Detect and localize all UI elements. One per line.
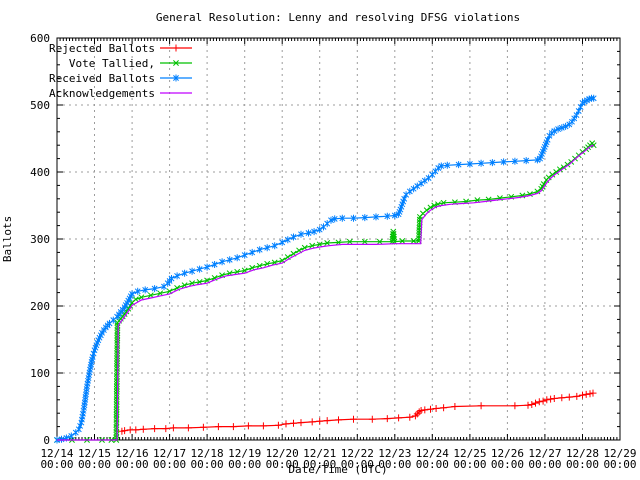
x-tick-date-label: 12/29 [603, 447, 636, 460]
x-tick-date-label: 12/27 [528, 447, 561, 460]
y-tick-label: 0 [43, 434, 50, 447]
y-tick-label: 500 [30, 99, 50, 112]
x-tick-time-label: 00:00 [153, 458, 186, 471]
x-tick-date-label: 12/25 [453, 447, 486, 460]
x-tick-time-label: 00:00 [341, 458, 374, 471]
x-tick-time-label: 00:00 [191, 458, 224, 471]
x-tick-date-label: 12/21 [303, 447, 336, 460]
y-tick-label: 200 [30, 300, 50, 313]
series-markers [118, 389, 597, 435]
x-tick-time-label: 00:00 [266, 458, 299, 471]
chart-title: General Resolution: Lenny and resolving … [156, 11, 520, 24]
series-markers [54, 94, 597, 444]
plot-border [56, 37, 621, 441]
x-tick-time-label: 00:00 [40, 458, 73, 471]
x-tick-date-label: 12/26 [491, 447, 524, 460]
x-tick-time-label: 00:00 [603, 458, 636, 471]
y-tick-label: 100 [30, 367, 50, 380]
x-tick-time-label: 00:00 [78, 458, 111, 471]
x-tick-time-label: 00:00 [378, 458, 411, 471]
x-tick-date-label: 12/19 [228, 447, 261, 460]
x-tick-date-label: 12/28 [566, 447, 599, 460]
x-tick-time-label: 00:00 [303, 458, 336, 471]
y-tick-label: 600 [30, 32, 50, 45]
x-tick-date-label: 12/20 [266, 447, 299, 460]
series-line [57, 144, 595, 441]
series-received-ballots [54, 94, 597, 444]
legend-label: Vote Tallied, [69, 57, 155, 70]
legend-label: Received Ballots [49, 72, 155, 85]
x-tick-time-label: 00:00 [453, 458, 486, 471]
series-rejected-ballots [118, 389, 597, 435]
x-tick-date-label: 12/23 [378, 447, 411, 460]
x-tick-date-label: 12/24 [416, 447, 449, 460]
x-tick-date-label: 12/18 [191, 447, 224, 460]
y-tick-labels: 0 100 200 300 400 500 600 [30, 32, 50, 447]
legend-sample-marker [173, 74, 179, 82]
x-tick-time-label: 00:00 [491, 458, 524, 471]
y-tick-label: 300 [30, 233, 50, 246]
legend-label: Acknowledgements [49, 87, 155, 100]
legend: Rejected Ballots Vote Tallied, Received Ba… [49, 42, 192, 100]
x-tick-time-label: 00:00 [116, 458, 149, 471]
y-axis-label: Ballots [1, 216, 14, 262]
x-tick-time-label: 00:00 [228, 458, 261, 471]
x-tick-date-label: 12/22 [341, 447, 374, 460]
series-line [56, 97, 594, 441]
x-tick-date-label: 12/14 [40, 447, 73, 460]
legend-sample-marker [172, 44, 180, 52]
x-tick-time-label: 00:00 [528, 458, 561, 471]
series-acknowledgements [57, 144, 595, 441]
x-axis-label: Date/Time (UTC) [288, 463, 387, 476]
x-tick-date-label: 12/17 [153, 447, 186, 460]
y-tick-label: 400 [30, 166, 50, 179]
legend-sample-marker [173, 60, 179, 66]
legend-label: Rejected Ballots [49, 42, 155, 55]
x-tick-date-label: 12/16 [116, 447, 149, 460]
x-tick-date-label: 12/15 [78, 447, 111, 460]
x-tick-time-label: 00:00 [566, 458, 599, 471]
x-tick-labels: 12/1400:0012/1500:0012/1600:0012/1700:00… [40, 447, 636, 471]
x-tick-time-label: 00:00 [416, 458, 449, 471]
